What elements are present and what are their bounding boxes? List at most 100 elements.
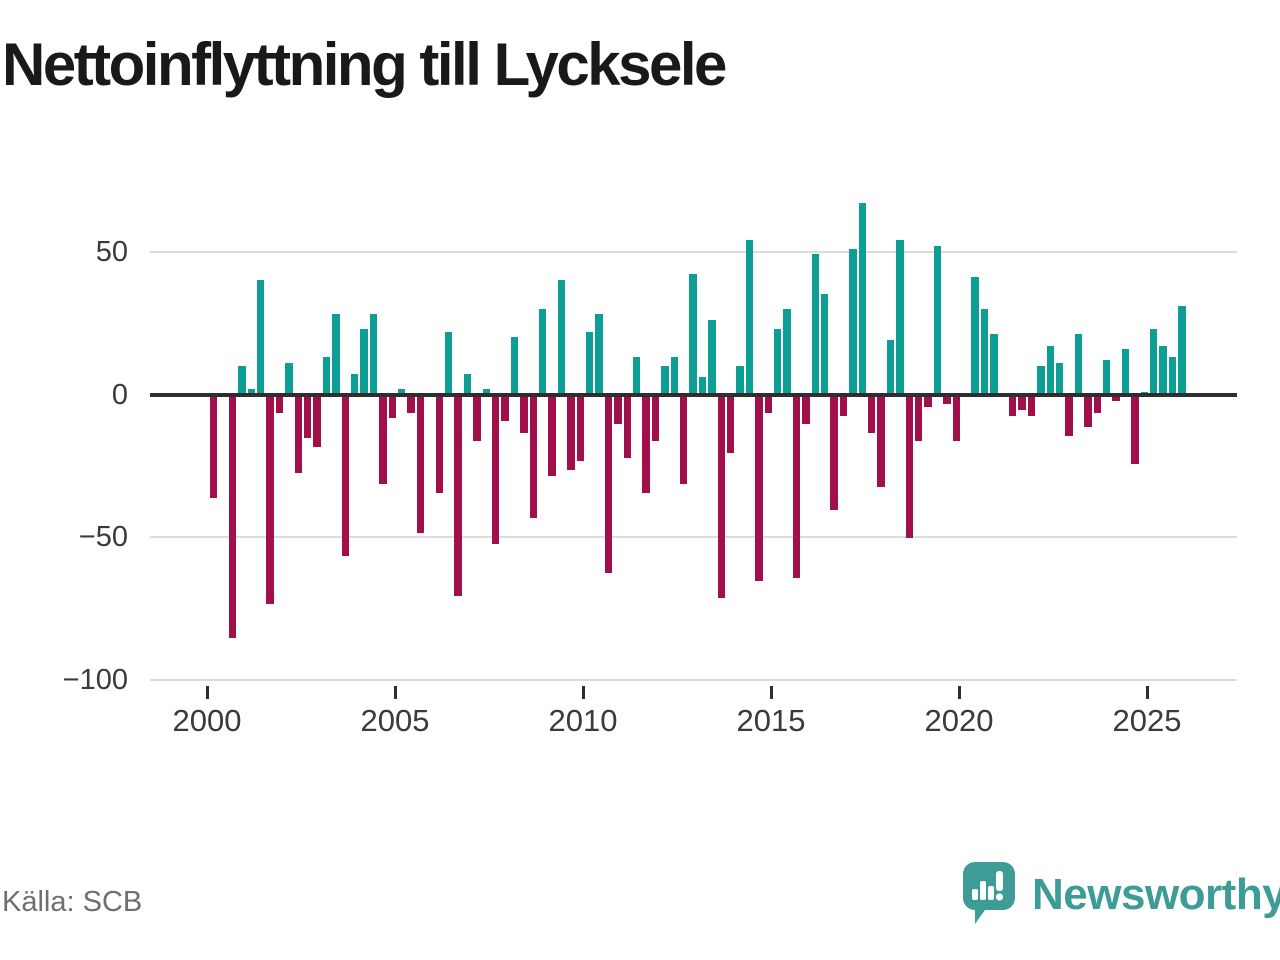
x-axis-tick [393, 686, 397, 699]
bar-negative [943, 395, 951, 405]
grid-line [150, 536, 1237, 539]
bar-negative [764, 395, 772, 413]
bar-positive [445, 331, 453, 395]
source-note: Källa: SCB [2, 886, 143, 918]
bar-positive [586, 331, 594, 395]
bar-negative [435, 395, 443, 493]
bar-negative [275, 395, 284, 413]
bar-positive [247, 388, 255, 395]
bar-negative [341, 395, 349, 556]
x-axis-label: 2020 [924, 703, 994, 738]
bar-positive [257, 280, 265, 395]
bar-negative [388, 395, 396, 419]
bar-positive [238, 365, 246, 395]
bar-negative [492, 395, 500, 545]
bar-negative [313, 395, 321, 447]
bar-positive [510, 337, 519, 395]
bar-positive [698, 377, 707, 395]
bar-negative [1131, 395, 1139, 465]
bar-negative [830, 395, 838, 510]
y-axis-label: −50 [78, 521, 128, 554]
bar-negative [416, 395, 425, 533]
bar-negative [924, 395, 932, 407]
bar-positive [736, 365, 744, 395]
bar-negative [1027, 395, 1036, 416]
bar-negative [915, 395, 923, 442]
bar-negative [680, 395, 688, 485]
bar-negative [454, 395, 462, 596]
x-axis-tick [957, 686, 961, 699]
newsworthy-logo-icon [963, 862, 1015, 924]
bar-positive [463, 374, 472, 395]
bar-positive [595, 314, 603, 395]
bar-positive [482, 388, 490, 395]
y-axis-label: 0 [111, 378, 128, 411]
bar-positive [745, 240, 754, 395]
bar-negative [567, 395, 575, 470]
x-axis-label: 2005 [360, 703, 430, 738]
bar-negative [520, 395, 528, 433]
bar-negative [210, 395, 218, 499]
bar-positive [971, 277, 979, 395]
bar-negative [576, 395, 584, 462]
bar-negative [802, 395, 810, 425]
zero-axis-line [150, 393, 1237, 397]
bar-negative [529, 395, 537, 519]
bar-positive [369, 314, 378, 395]
bar-negative [604, 395, 613, 573]
bar-negative [614, 395, 622, 425]
bar-positive [1056, 363, 1064, 395]
bar-negative [379, 395, 387, 485]
bar-positive [661, 365, 669, 395]
x-axis-tick [769, 686, 773, 699]
bar-negative [952, 395, 960, 442]
bar-positive [774, 328, 782, 395]
bar-positive [285, 363, 293, 395]
bar-positive [1046, 345, 1054, 395]
bar-positive [708, 320, 716, 395]
bar-negative [1112, 395, 1120, 402]
bar-positive [933, 245, 942, 395]
bar-negative [1065, 395, 1073, 436]
bar-negative [1009, 395, 1017, 416]
x-axis-tick [205, 686, 209, 699]
newsworthy-logo: Newsworthy [963, 862, 1280, 932]
bar-positive [1159, 345, 1167, 395]
bar-negative [1018, 395, 1026, 410]
bar-positive [322, 357, 331, 395]
bar-positive [990, 334, 998, 395]
bar-positive [633, 357, 641, 395]
bar-positive [1150, 328, 1158, 395]
bar-negative [839, 395, 848, 416]
bar-negative [642, 395, 650, 493]
x-axis-label: 2025 [1112, 703, 1182, 738]
bar-positive [1178, 305, 1186, 395]
bar-negative [228, 395, 237, 639]
bar-negative [905, 395, 913, 539]
bar-negative [548, 395, 556, 476]
bar-negative [407, 395, 415, 413]
bar-negative [868, 395, 876, 433]
bar-positive [811, 254, 819, 395]
bar-positive [821, 294, 829, 395]
bar-negative [717, 395, 725, 599]
bar-positive [1074, 334, 1083, 395]
bar-negative [501, 395, 509, 422]
x-axis-tick [1145, 686, 1149, 699]
bar-negative [651, 395, 660, 442]
newsworthy-logo-text: Newsworthy [1032, 870, 1280, 919]
bar-negative [877, 395, 885, 487]
bar-positive [896, 240, 904, 395]
bar-negative [1093, 395, 1101, 413]
bar-positive [360, 328, 368, 395]
bar-positive [332, 314, 340, 395]
bar-positive [689, 274, 697, 395]
bar-negative [623, 395, 631, 459]
bar-negative [792, 395, 801, 579]
bar-negative [294, 395, 302, 473]
bar-negative [266, 395, 274, 605]
bar-positive [1037, 365, 1045, 395]
bar-negative [755, 395, 763, 582]
x-axis-tick [581, 686, 585, 699]
y-axis-label: −100 [62, 664, 128, 697]
